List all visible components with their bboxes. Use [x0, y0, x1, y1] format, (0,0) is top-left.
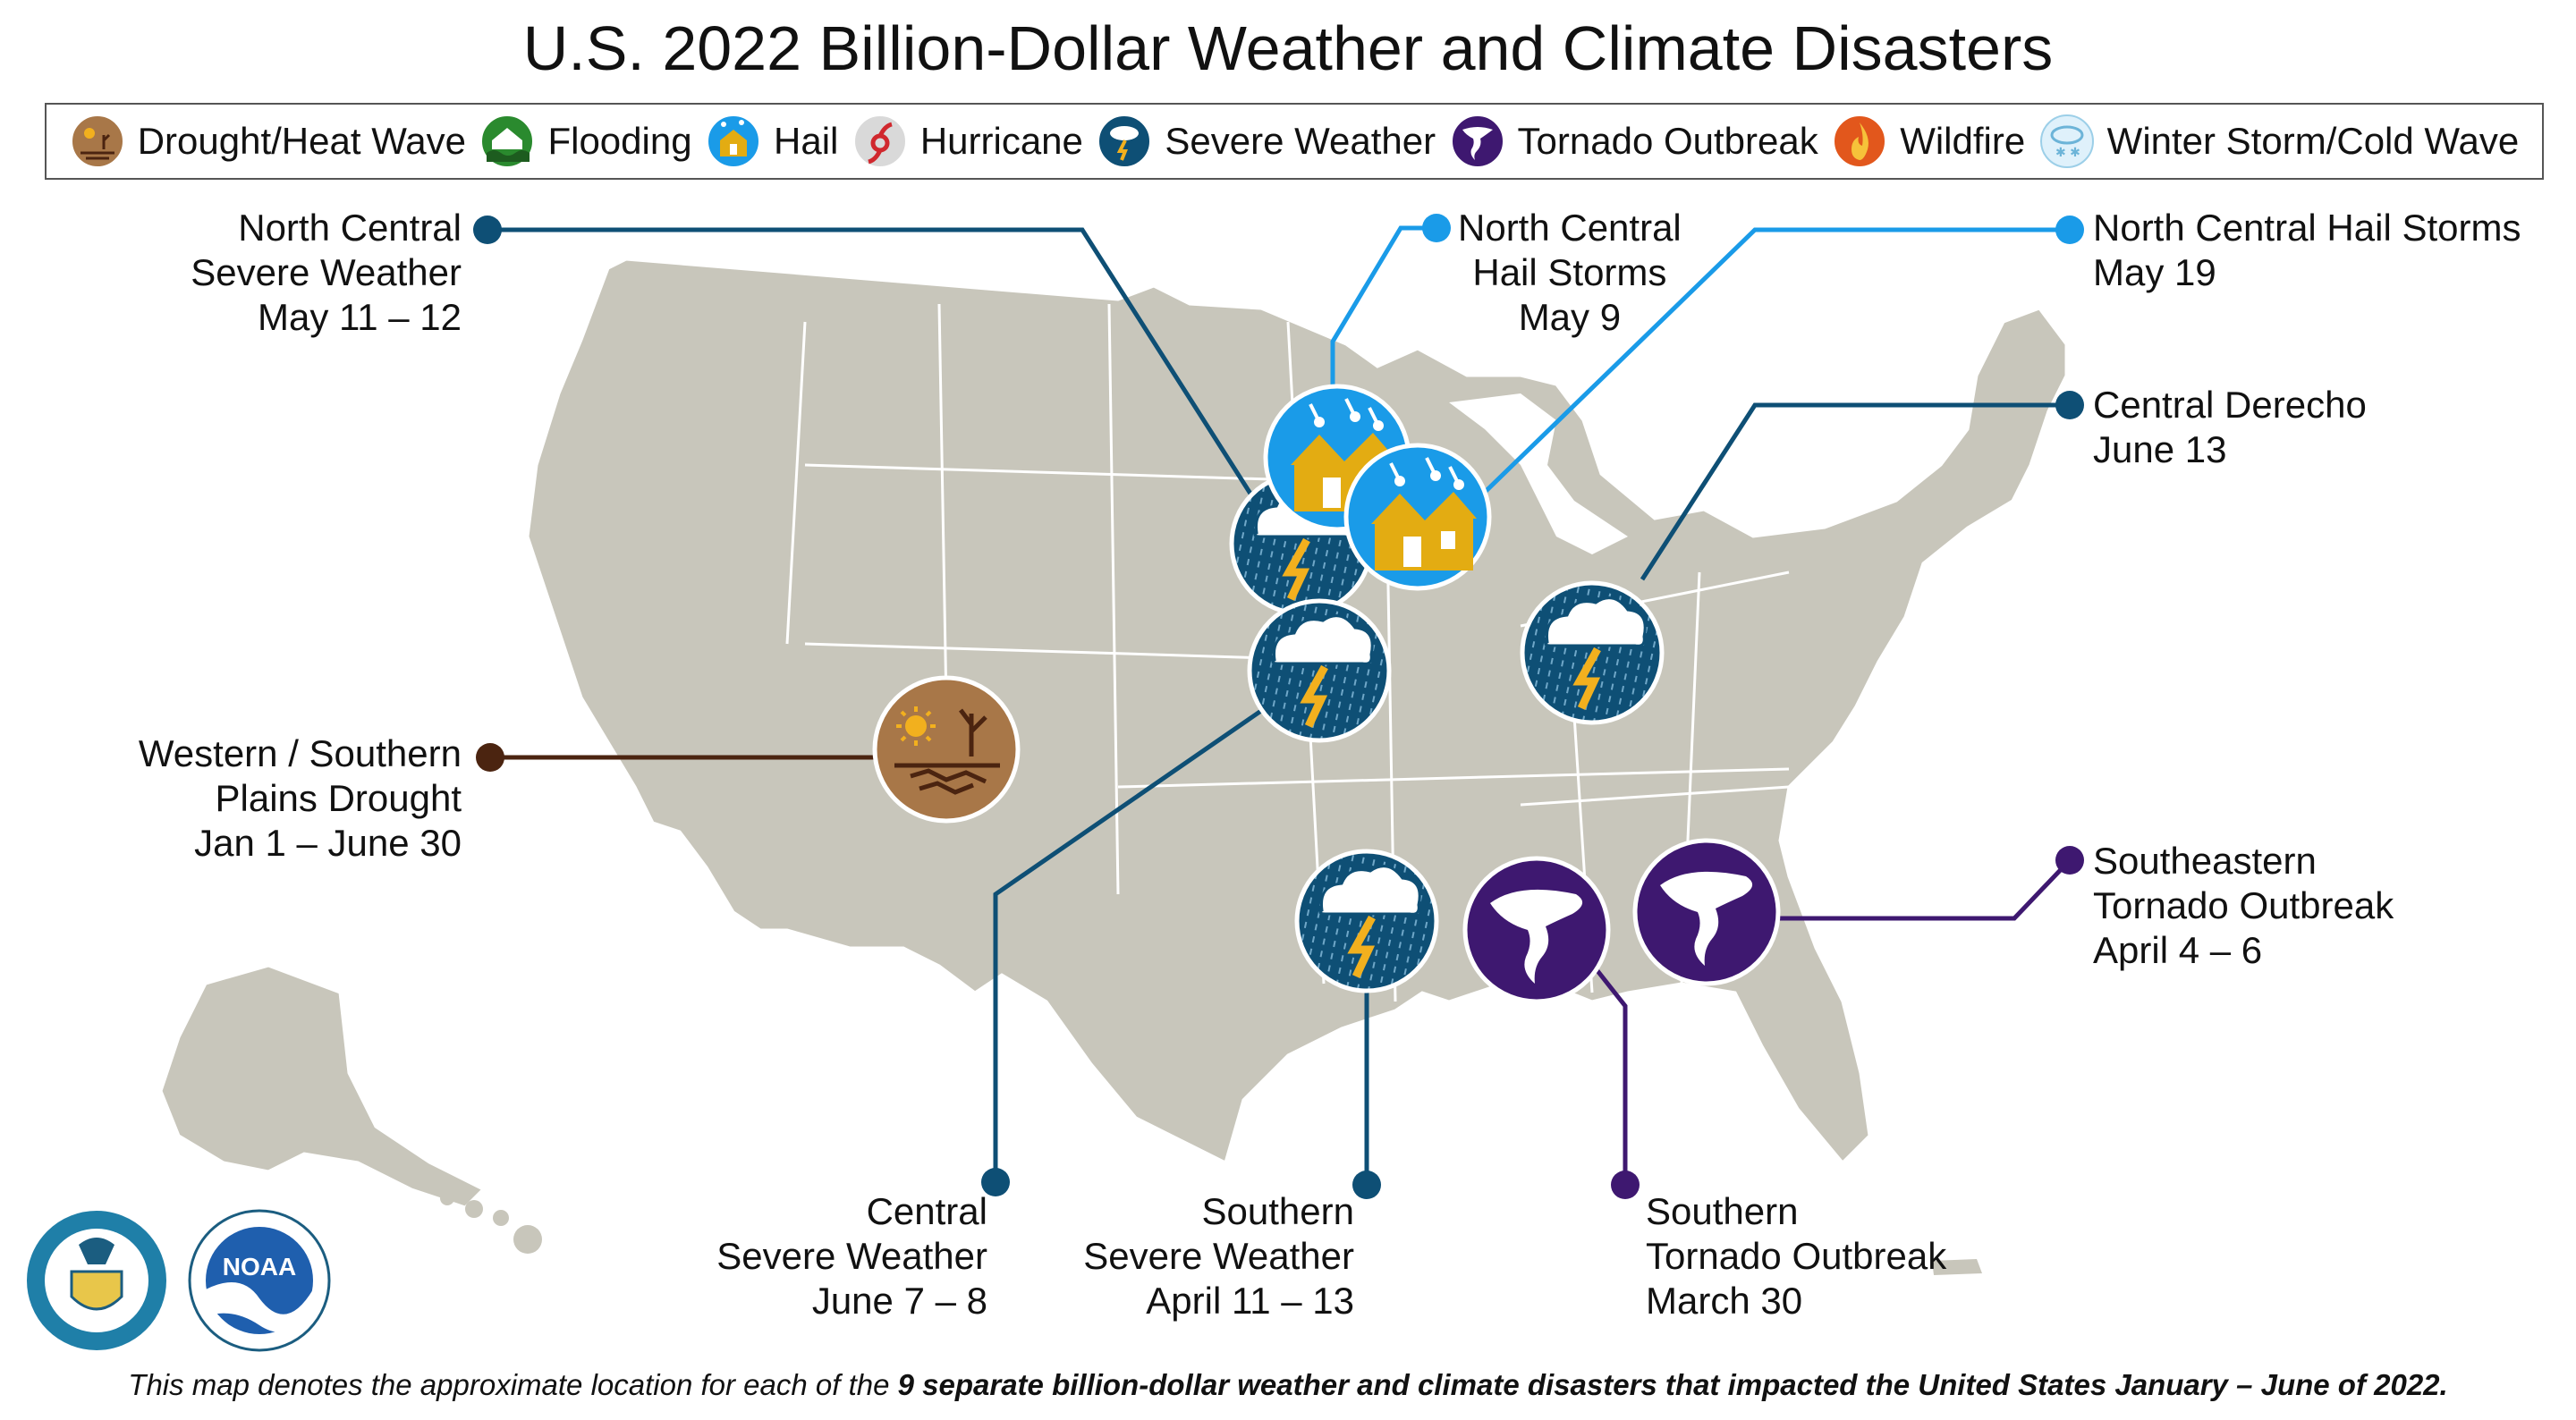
- label-line: Severe Weather: [191, 251, 462, 293]
- connector-nc-severe: [487, 227, 1253, 495]
- puerto-rico-shape: [1932, 1259, 1982, 1275]
- label-line: Jan 1 – June 30: [194, 822, 462, 864]
- connector-nc-hail-may19: [1470, 227, 2070, 506]
- label-line: March 30: [1646, 1280, 1803, 1322]
- label-nc-hail-may19: North Central Hail Storms May 19: [2093, 206, 2521, 295]
- legend-label: Severe Weather: [1165, 120, 1436, 162]
- label-line: Central: [866, 1190, 987, 1232]
- label-line: Plains Drought: [215, 777, 462, 819]
- noaa-bird: [206, 1282, 313, 1332]
- footer-prefix: This map denotes the approximate locatio…: [128, 1368, 898, 1401]
- label-line: Tornado Outbreak: [1646, 1235, 1947, 1277]
- tornado-icon: [1450, 114, 1504, 168]
- connector-se-tornado: [1707, 858, 2072, 921]
- dot-nc-hail-may19: [2055, 216, 2084, 244]
- dot-ws-drought: [476, 743, 504, 772]
- doc-seal-shield: [70, 1270, 123, 1311]
- label-ws-drought: Western / Southern Plains Drought Jan 1 …: [139, 731, 462, 866]
- connector-central-derecho: [1640, 402, 2070, 581]
- legend-item-severe: Severe Weather: [1097, 114, 1436, 169]
- legend: Drought/Heat Wave Flooding Hail Hurrican…: [45, 103, 2544, 180]
- label-line: June 13: [2093, 428, 2227, 470]
- dot-nc-severe: [473, 216, 502, 244]
- label-southern-severe: Southern Severe Weather April 11 – 13: [1083, 1189, 1354, 1323]
- drought-icon-plains: [875, 678, 1018, 821]
- label-nc-severe: North Central Severe Weather May 11 – 12: [191, 206, 462, 340]
- label-line: May 9: [1518, 296, 1622, 338]
- severe-weather-icon-southern: [1297, 851, 1436, 991]
- drought-icon: [70, 114, 124, 168]
- legend-label: Hurricane: [919, 120, 1083, 162]
- label-line: Severe Weather: [716, 1235, 987, 1277]
- hawaii-islands: [440, 1191, 542, 1254]
- dot-southern-tornado: [1611, 1171, 1640, 1199]
- legend-item-wildfire: Wildfire: [1832, 114, 2025, 169]
- label-nc-hail-may9: North Central Hail Storms May 9: [1458, 206, 1682, 340]
- label-line: May 19: [2093, 251, 2216, 293]
- doc-seal: [23, 1207, 170, 1354]
- hail-icon-may19: [1346, 445, 1489, 588]
- map-title: U.S. 2022 Billion-Dollar Weather and Cli…: [522, 13, 2054, 83]
- label-southern-tornado: Southern Tornado Outbreak March 30: [1646, 1189, 1946, 1323]
- endpoint-dots: [473, 214, 2084, 1199]
- label-line: Hail Storms: [1472, 251, 1667, 293]
- severe-weather-icon-derecho: [1522, 583, 1662, 723]
- connector-nc-hail-may9: [1330, 225, 1436, 385]
- dot-nc-hail-may9: [1422, 214, 1451, 242]
- label-line: April 4 – 6: [2093, 929, 2263, 971]
- alaska-shape: [159, 964, 486, 1209]
- tornado-icon-southeastern: [1635, 841, 1778, 984]
- label-line: May 11 – 12: [257, 296, 462, 338]
- label-central-derecho: Central Derecho June 13: [2093, 383, 2367, 472]
- legend-label: Hail: [774, 120, 839, 162]
- hurricane-icon: [852, 114, 907, 168]
- label-line: Southern: [1646, 1190, 1799, 1232]
- severe-weather-icon-central: [1250, 601, 1389, 740]
- dot-central-severe: [981, 1168, 1010, 1196]
- dot-southern-severe: [1352, 1171, 1381, 1199]
- label-se-tornado: Southeastern Tornado Outbreak April 4 – …: [2093, 839, 2394, 973]
- wildfire-icon: [1833, 114, 1887, 168]
- legend-item-hail: Hail: [706, 114, 838, 169]
- label-line: North Central: [1458, 207, 1682, 249]
- noaa-logo: NOAA: [188, 1209, 331, 1352]
- connector-central-severe: [993, 668, 1321, 1182]
- legend-label: Winter Storm/Cold Wave: [2106, 120, 2520, 162]
- svg-text:✱ ✱: ✱ ✱: [2055, 146, 2080, 160]
- noaa-wordmark: NOAA: [223, 1253, 296, 1281]
- label-line: Tornado Outbreak: [2093, 884, 2394, 926]
- severe-weather-icon: [1097, 114, 1152, 168]
- footer-note: This map denotes the approximate locatio…: [0, 1368, 2576, 1402]
- winter-storm-icon: ✱ ✱: [2039, 114, 2094, 168]
- legend-item-tornado: Tornado Outbreak: [1450, 114, 1818, 169]
- flooding-icon: [480, 114, 535, 168]
- legend-label: Wildfire: [1900, 120, 2026, 162]
- legend-item-winter: ✱ ✱ Winter Storm/Cold Wave: [2039, 114, 2520, 169]
- label-line: Western / Southern: [138, 732, 462, 774]
- legend-label: Drought/Heat Wave: [137, 120, 466, 162]
- label-line: Central Derecho: [2093, 384, 2367, 426]
- legend-label: Tornado Outbreak: [1517, 120, 1818, 162]
- footer-bold: 9 separate billion-dollar weather and cl…: [897, 1368, 2448, 1401]
- dot-se-tornado: [2055, 846, 2084, 875]
- label-line: Southeastern: [2093, 840, 2317, 882]
- tornado-icon-southern: [1465, 858, 1608, 1002]
- label-line: North Central Hail Storms: [2093, 207, 2521, 249]
- legend-label: Flooding: [547, 120, 692, 162]
- label-central-severe: Central Severe Weather June 7 – 8: [716, 1189, 987, 1323]
- dot-central-derecho: [2055, 391, 2084, 419]
- label-line: June 7 – 8: [811, 1280, 987, 1322]
- label-line: North Central: [238, 207, 462, 249]
- legend-item-hurricane: Hurricane: [852, 114, 1083, 169]
- legend-item-drought: Drought/Heat Wave: [70, 114, 466, 169]
- legend-item-flooding: Flooding: [479, 114, 692, 169]
- label-line: April 11 – 13: [1146, 1280, 1354, 1322]
- label-line: Severe Weather: [1083, 1235, 1354, 1277]
- label-line: Southern: [1201, 1190, 1354, 1232]
- hail-icon: [707, 114, 761, 168]
- great-lakes: [1449, 393, 1628, 554]
